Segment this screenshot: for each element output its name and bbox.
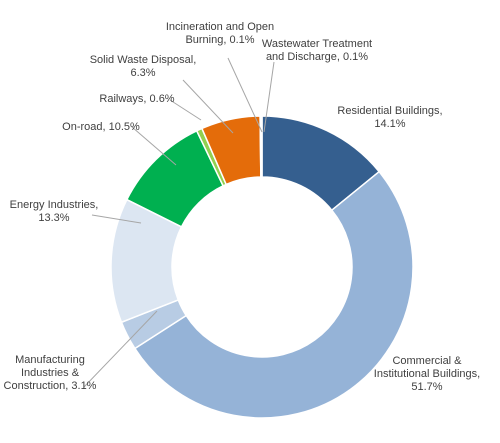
data-label-commercial-and-institutional-buildings: Commercial & Institutional Buildings, 51.7… [374, 355, 480, 393]
data-label-energy-industries: Energy Industries, 13.3% [10, 199, 99, 224]
donut-slices [110, 115, 414, 419]
data-label-incineration-and-open-burning: Incineration and Open Burning, 0.1% [166, 21, 274, 46]
data-label-wastewater-treatment-and-discharge: Wastewater Treatment and Discharge, 0.1% [262, 38, 372, 63]
data-label-residential-buildings: Residential Buildings, 14.1% [337, 105, 442, 130]
data-labels: Residential Buildings, 14.1% Commercial & I… [4, 21, 481, 393]
data-label-on-road: On-road, 10.5% [62, 121, 140, 133]
data-label-solid-waste-disposal: Solid Waste Disposal, 6.3% [90, 54, 197, 79]
leader-line-wastewater-treatment-and-discharge [263, 61, 275, 133]
leader-lines [83, 57, 275, 388]
leader-line-manufacturing-industries-and-construction [83, 310, 158, 388]
leader-line-railways [169, 99, 202, 121]
leader-line-on-road [131, 126, 177, 166]
leader-line-energy-industries [91, 214, 142, 224]
slice-wastewater-treatment-and-discharge [260, 115, 263, 178]
data-label-manufacturing-industries-and-construction: Manufacturing Industries & Construction, 3… [4, 354, 97, 392]
data-label-railways: Railways, 0.6% [99, 93, 174, 105]
slice-commercial-and-institutional-buildings [133, 170, 414, 419]
leader-line-solid-waste-disposal [182, 79, 234, 134]
leader-line-incineration-and-open-burning [227, 57, 263, 133]
